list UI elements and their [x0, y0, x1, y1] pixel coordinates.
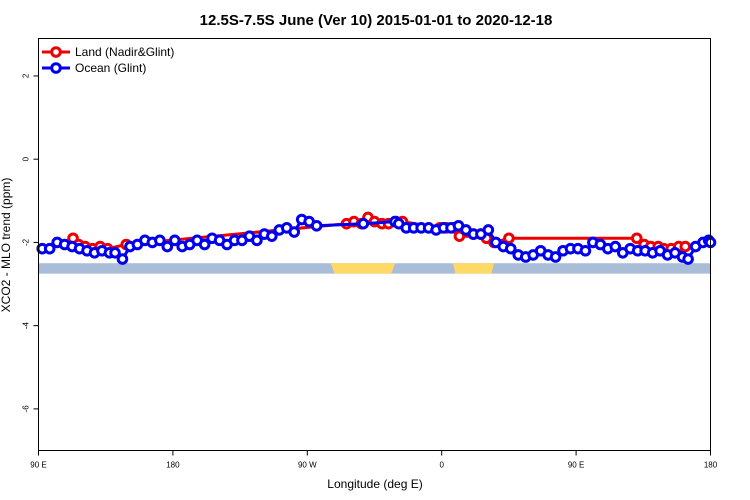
chart-title: 12.5S-7.5S June (Ver 10) 2015-01-01 to 2…	[200, 12, 553, 29]
series-1	[36, 213, 717, 265]
series-layer	[36, 211, 717, 265]
point-1-11	[116, 253, 129, 265]
point-1-61	[549, 251, 562, 263]
point-1-18	[168, 234, 181, 247]
y-tick-label-0: 2	[22, 73, 31, 78]
y-axis-label: XCO2 - MLO trend (ppm)	[0, 178, 13, 313]
point-1-16	[154, 234, 166, 247]
legend: Land (Nadir&Glint) Ocean (Glint)	[42, 45, 174, 75]
point-1-69	[609, 240, 622, 253]
point-1-79	[682, 253, 694, 265]
x-tick-label-2: 90 W	[298, 461, 317, 470]
y-tick-label-1: 0	[22, 156, 31, 161]
point-1-34	[288, 226, 301, 238]
x-tick-label-0: 90 E	[30, 461, 46, 470]
point-1-38	[357, 217, 370, 230]
legend-label-1: Ocean (Glint)	[75, 61, 146, 75]
y-axis: 2 0 -2 -4 -6	[22, 73, 39, 412]
point-0-26	[630, 232, 643, 245]
x-tick-label-5: 180	[704, 461, 718, 470]
land-band-1	[452, 263, 494, 274]
point-1-37	[310, 219, 323, 232]
y-tick-label-3: -4	[22, 322, 31, 330]
x-tick-label-3: 0	[439, 461, 444, 470]
point-1-17	[161, 240, 174, 253]
point-0-33	[679, 240, 692, 253]
point-1-29	[251, 234, 263, 247]
x-axis-label: Longitude (deg E)	[327, 477, 422, 491]
point-1-65	[579, 244, 592, 257]
x-tick-label-1: 180	[166, 461, 180, 470]
x-axis: 90 E 180 90 W 0 90 E 180	[30, 450, 718, 470]
point-0-25	[503, 232, 515, 245]
y-tick-label-4: -6	[22, 405, 31, 413]
point-1-31	[266, 230, 278, 242]
land-band-0	[330, 263, 396, 274]
legend-marker-1	[50, 62, 62, 74]
legend-marker-0	[50, 46, 62, 58]
plot-frame	[38, 38, 711, 451]
point-1-1	[43, 242, 56, 255]
point-1-52	[482, 224, 495, 236]
point-1-10	[109, 247, 121, 259]
legend-label-0: Land (Nadir&Glint)	[75, 45, 174, 59]
point-1-22	[198, 238, 211, 251]
surface-band	[38, 263, 711, 274]
x-tick-label-4: 90 E	[568, 461, 584, 470]
y-tick-label-2: -2	[22, 238, 31, 246]
point-1-55	[504, 242, 517, 255]
